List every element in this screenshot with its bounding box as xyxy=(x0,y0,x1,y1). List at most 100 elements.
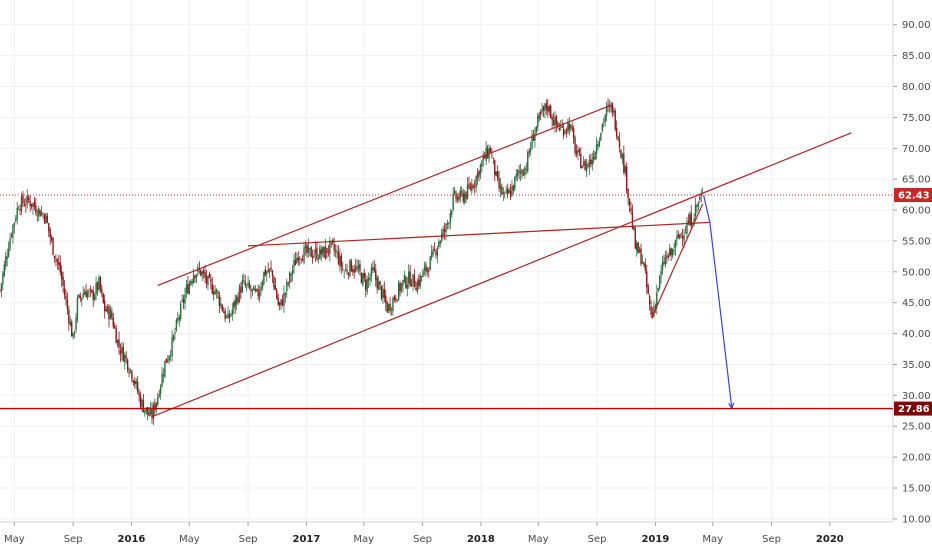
candle-body xyxy=(551,117,553,121)
candle-body xyxy=(538,114,540,119)
candle-body xyxy=(164,360,166,377)
y-tick-label: 80.00 xyxy=(902,82,931,93)
candle-body xyxy=(572,128,575,139)
candle-body xyxy=(89,288,92,290)
candle-body xyxy=(91,289,93,293)
candle-body xyxy=(194,275,196,279)
candle-body xyxy=(273,276,275,288)
blue-projection-2[interactable] xyxy=(709,222,733,409)
candle-body xyxy=(26,195,28,204)
candle-body xyxy=(283,293,285,306)
candle-body xyxy=(114,326,116,329)
candle-body xyxy=(369,276,371,281)
candle-body xyxy=(38,208,40,215)
candle-body xyxy=(430,252,433,258)
candle-body xyxy=(562,128,565,136)
x-tick-label: 2018 xyxy=(467,534,495,545)
candle-body xyxy=(491,154,493,156)
candle-body xyxy=(502,192,505,194)
x-tick-label: Sep xyxy=(762,534,781,545)
x-tick-label: Sep xyxy=(413,534,432,545)
candle-body xyxy=(55,258,57,260)
candle-body xyxy=(263,271,265,285)
candle-body xyxy=(5,256,7,267)
candle-body xyxy=(192,274,195,283)
candle-body xyxy=(235,296,238,304)
wedge-line[interactable] xyxy=(651,203,704,319)
candle-body xyxy=(561,126,563,128)
candle-body xyxy=(410,284,413,286)
candle-body xyxy=(53,255,56,258)
candle-body xyxy=(109,309,112,320)
candle-body xyxy=(395,298,397,301)
candle-body xyxy=(489,148,492,154)
candle-body xyxy=(96,282,99,290)
candle-body xyxy=(354,266,357,271)
candle-body xyxy=(297,257,299,261)
candle-body xyxy=(415,288,417,291)
candle-body xyxy=(472,185,474,188)
candle-body xyxy=(158,394,160,397)
candle-body xyxy=(496,171,499,179)
candle-body xyxy=(680,233,682,235)
candle-body xyxy=(534,132,536,141)
candle-body xyxy=(151,409,153,419)
candle-body xyxy=(134,381,136,385)
candle-body xyxy=(585,163,588,173)
candle-body xyxy=(128,371,130,373)
candle-body xyxy=(620,150,622,158)
candle-body xyxy=(241,280,244,293)
candle-body xyxy=(603,122,605,123)
candle-body xyxy=(316,247,318,260)
mid-line[interactable] xyxy=(248,221,710,247)
candle-body xyxy=(106,306,109,313)
x-tick-label: May xyxy=(702,534,723,545)
y-tick-label: 60.00 xyxy=(902,206,931,217)
candle-body xyxy=(641,261,644,264)
candle-body xyxy=(342,268,344,270)
candle-body xyxy=(525,169,528,170)
candle-body xyxy=(212,291,215,295)
price-tag xyxy=(894,401,932,416)
candle-body xyxy=(69,321,71,325)
candle-body xyxy=(481,160,483,167)
blue-projection-1[interactable] xyxy=(703,195,711,223)
candle-body xyxy=(303,247,305,263)
candle-body xyxy=(646,271,648,287)
channel-lower[interactable] xyxy=(151,132,852,418)
candle-body xyxy=(329,240,331,255)
candle-body xyxy=(56,259,59,263)
candle-body xyxy=(508,189,510,194)
candle-body xyxy=(237,297,239,303)
candle-body xyxy=(475,176,477,188)
candle-body xyxy=(654,305,657,307)
candle-body xyxy=(350,261,353,272)
candle-body xyxy=(567,122,569,133)
candle-body xyxy=(624,166,626,174)
candle-body xyxy=(486,148,489,158)
candle-body xyxy=(419,275,421,287)
candle-body xyxy=(261,282,264,289)
candle-body xyxy=(648,295,651,305)
candle-body xyxy=(528,150,530,153)
candle-body xyxy=(207,276,209,286)
candle-body xyxy=(10,236,13,237)
candle-body xyxy=(393,296,396,301)
x-tick-label: May xyxy=(179,534,200,545)
candle-body xyxy=(65,295,67,300)
candle-body xyxy=(19,209,21,211)
candle-body xyxy=(370,267,373,277)
candle-body xyxy=(405,276,407,288)
candle-body xyxy=(442,228,444,236)
candle-body xyxy=(406,284,408,289)
candle-body xyxy=(699,196,701,200)
candle-body xyxy=(651,312,654,315)
candle-body xyxy=(251,288,254,290)
candle-body xyxy=(458,197,460,200)
candle-body xyxy=(334,250,337,253)
candle-body xyxy=(2,273,4,284)
